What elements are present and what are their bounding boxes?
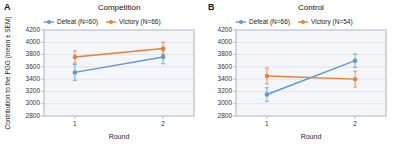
y-tick-label: 3000 [218,99,233,106]
y-tick [41,54,44,55]
point [265,92,269,96]
series-line [267,76,355,79]
plot-frame [236,30,386,116]
y-tick [233,54,236,55]
point [353,59,357,63]
grid-line [236,66,386,67]
y-tick-label: 3800 [218,50,233,57]
y-tick [233,66,236,67]
grid-line [236,42,386,43]
grid-line [44,79,194,80]
y-tick-label: 3200 [218,87,233,94]
series-line [267,61,355,95]
legend: Defeat (N=60) Victory (N=66) [44,18,161,26]
x-tick [163,116,164,119]
y-tick-label: 4200 [26,26,41,33]
x-tick-label: 1 [73,120,77,127]
y-tick-label: 3400 [218,75,233,82]
title: Competition [98,3,141,12]
y-tick [41,91,44,92]
y-tick [233,116,236,117]
y-tick [233,79,236,80]
grid-line [236,103,386,104]
legend-label: Defeat (N=66) [249,18,290,26]
y-tick-label: 3800 [26,50,41,57]
legend-label: Victory (N=54) [311,18,353,26]
y-tick-label: 4000 [26,38,41,45]
legend: Defeat (N=66) Victory (N=54) [236,18,353,26]
error-bar [265,68,269,84]
grid-line [44,66,194,67]
plot-frame [44,30,194,116]
y-tick [41,116,44,117]
y-tick [41,103,44,104]
title: Control [298,3,324,12]
legend-marker [109,20,113,24]
point [73,70,77,74]
grid-line [44,30,194,31]
grid-line [44,42,194,43]
y-tick-label: 4200 [218,26,233,33]
legend-marker [47,20,51,24]
panel-label: B [208,2,215,12]
grid-line [44,54,194,55]
panel: 2800 3000 3200 3400 3600 3800 4000 4200 1 2 Round C… [208,2,386,140]
error-bar [73,51,77,63]
y-tick-label: 3200 [26,87,41,94]
series-line [75,48,163,57]
y-tick [233,103,236,104]
data-area [73,42,166,80]
grid-line [236,30,386,31]
grid-line [236,79,386,80]
grid-line [236,54,386,55]
y-tick-label: 4000 [218,38,233,45]
point [161,46,165,50]
legend-label: Victory (N=66) [119,18,161,26]
error-bar [353,71,357,87]
y-tick [233,91,236,92]
y-tick [233,30,236,31]
y-tick [41,66,44,67]
y-tick-label: 2800 [26,112,41,119]
point [73,55,77,59]
x-tick [355,116,356,119]
point [353,77,357,81]
legend-label: Defeat (N=60) [57,18,98,26]
y-tick [41,79,44,80]
x-tick [74,116,75,119]
y-axis-label: Contribution to the PGG (mean ± SEM) [4,16,12,129]
error-bar [265,88,269,102]
data-area [265,54,358,101]
point [161,55,165,59]
x-tick [266,116,267,119]
grid-line [44,103,194,104]
point [265,74,269,78]
y-tick-label: 3600 [218,63,233,70]
panel: 2800 3000 3200 3400 3600 3800 4000 4200 1 2 Round C… [4,2,194,140]
y-tick-label: 3400 [26,75,41,82]
y-tick [41,30,44,31]
error-bar [353,54,357,68]
grid-line [236,116,386,117]
legend-marker [239,20,243,24]
legend-marker [301,20,305,24]
grid-line [44,91,194,92]
y-tick-label: 3600 [26,63,41,70]
y-tick-label: 3000 [26,99,41,106]
grid-line [236,91,386,92]
y-tick [233,42,236,43]
series-line [75,57,163,72]
x-tick-label: 1 [265,120,269,127]
x-tick-label: 2 [353,120,357,127]
x-axis-label: Round [109,133,130,140]
error-bar [161,42,165,54]
error-bar [73,64,77,80]
panel-label: A [4,2,11,12]
x-axis-label: Round [301,133,322,140]
x-tick-label: 2 [161,120,165,127]
grid-line [44,116,194,117]
y-tick [41,42,44,43]
y-tick-label: 2800 [218,112,233,119]
chart-root: 2800 3000 3200 3400 3600 3800 4000 4200 1 2 Round C… [0,0,400,150]
